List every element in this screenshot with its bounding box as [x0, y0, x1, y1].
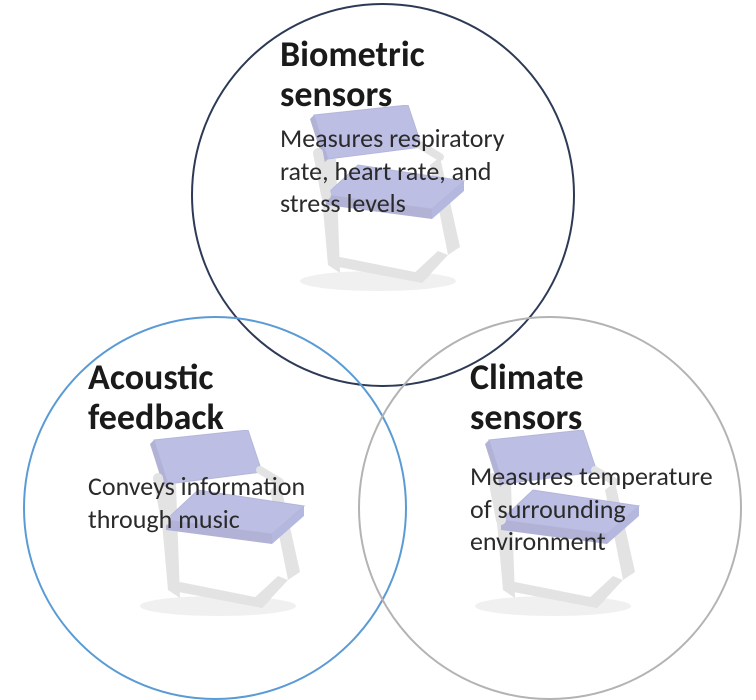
desc-climate: Measures temperature of surrounding envi…	[470, 460, 730, 558]
title-biometric: Biometric sensors	[280, 35, 510, 114]
desc-acoustic: Conveys information through music	[88, 470, 308, 535]
title-climate: Climate sensors	[470, 358, 700, 437]
desc-biometric: Measures respiratory rate, heart rate, a…	[280, 122, 540, 220]
title-acoustic: Acoustic feedback	[88, 358, 318, 437]
